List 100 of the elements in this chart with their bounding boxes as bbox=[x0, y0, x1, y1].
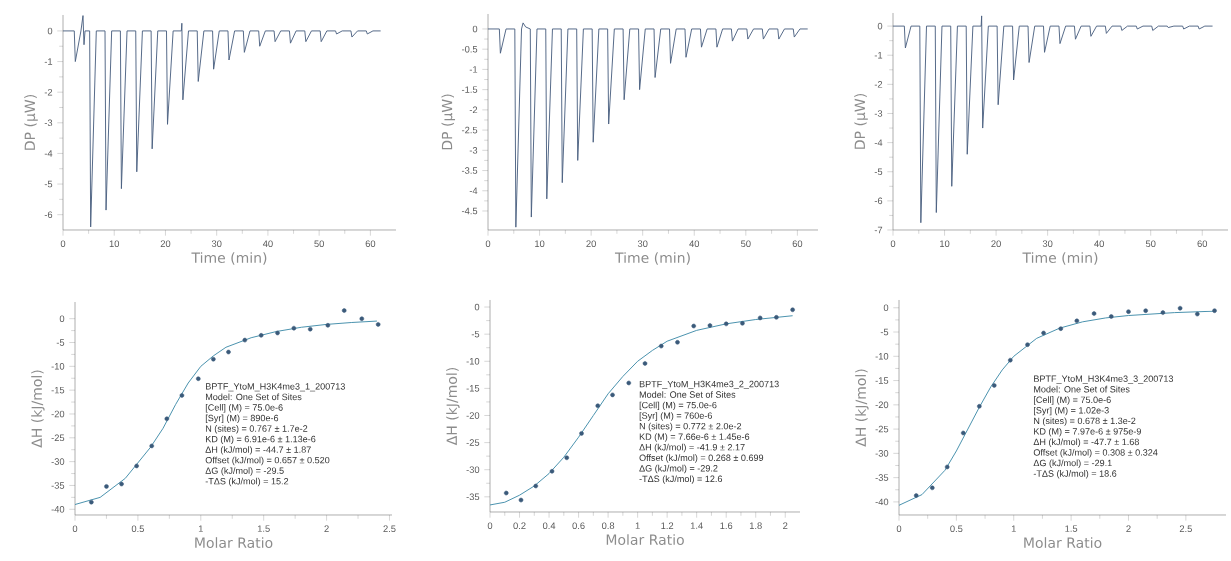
x-tick-label: 2.5 bbox=[1179, 525, 1192, 532]
x-tick-label: 50 bbox=[1145, 240, 1156, 247]
y-tick-label: -25 bbox=[466, 439, 480, 446]
y-tick-label: -2 bbox=[874, 81, 883, 88]
point bbox=[913, 493, 919, 498]
y-tick-label: -40 bbox=[51, 505, 65, 513]
x-tick-label: 20 bbox=[586, 240, 596, 247]
x-tick-label: 1.8 bbox=[749, 522, 762, 529]
x-tick-label: 0 bbox=[72, 525, 78, 532]
y-axis-title: DP (µW) bbox=[24, 95, 38, 150]
point bbox=[359, 316, 365, 321]
point bbox=[549, 469, 555, 474]
annotation: BPTF_YtoM_H3K4me3_3_200713 bbox=[1034, 375, 1174, 384]
point bbox=[977, 404, 982, 409]
y-tick-label: 0 bbox=[47, 27, 53, 35]
y-axis-title: DP (µW) bbox=[854, 94, 868, 149]
x-tick-label: 2 bbox=[1126, 525, 1131, 532]
y-tick-label: -35 bbox=[51, 482, 65, 489]
point bbox=[1109, 314, 1114, 319]
x-tick-label: 60 bbox=[1197, 240, 1208, 247]
point bbox=[119, 481, 124, 487]
point bbox=[211, 356, 216, 362]
x-tick-label: 1.2 bbox=[661, 522, 674, 529]
y-tick-label: -4 bbox=[469, 187, 478, 194]
y-tick-label: -3 bbox=[44, 119, 53, 127]
x-tick-label: 30 bbox=[637, 240, 648, 247]
y-tick-label: -2.5 bbox=[461, 126, 478, 134]
y-tick-label: -20 bbox=[466, 412, 480, 419]
x-axis-title: Time (min) bbox=[614, 252, 690, 265]
x-tick-label: 30 bbox=[1042, 240, 1053, 247]
x-tick-label: 1 bbox=[198, 525, 203, 532]
point bbox=[291, 325, 297, 331]
y-tick-label: -5 bbox=[56, 339, 65, 346]
point bbox=[226, 349, 231, 355]
point bbox=[1091, 311, 1097, 316]
x-tick-label: 10 bbox=[109, 240, 120, 247]
y-tick-label: -2 bbox=[469, 106, 478, 114]
y-tick-label: -30 bbox=[875, 450, 889, 457]
x-tick-label: 0 bbox=[487, 522, 493, 529]
x-tick-label: 40 bbox=[1094, 240, 1104, 247]
x-tick-label: 2 bbox=[324, 525, 329, 532]
x-tick-label: 1 bbox=[635, 522, 640, 529]
point bbox=[1126, 309, 1131, 314]
x-tick-label: 2 bbox=[783, 522, 788, 529]
point bbox=[1143, 308, 1148, 313]
x-tick-label: 0 bbox=[485, 240, 491, 247]
point bbox=[1177, 305, 1183, 311]
point bbox=[564, 455, 570, 461]
point bbox=[149, 443, 155, 449]
y-tick-label: -1.5 bbox=[461, 86, 478, 93]
y-tick-label: -35 bbox=[466, 493, 480, 501]
point bbox=[518, 497, 524, 503]
point bbox=[1058, 326, 1064, 331]
annotation: Model: One Set of Sites bbox=[1034, 385, 1130, 393]
x-tick-label: 1.5 bbox=[1065, 525, 1078, 532]
annotation: BPTF_YtoM_H3K4me3_2_200713 bbox=[639, 380, 779, 389]
line-series bbox=[490, 315, 794, 506]
point bbox=[610, 392, 615, 398]
y-tick-label: -15 bbox=[875, 377, 889, 384]
point bbox=[89, 499, 94, 505]
y-tick-label: -2 bbox=[44, 88, 53, 96]
point bbox=[1212, 308, 1217, 313]
annotation: [Cell] (M) = 75.0e-6 bbox=[1034, 396, 1111, 405]
x-tick-label: 60 bbox=[365, 240, 376, 247]
point bbox=[707, 323, 713, 328]
y-tick-label: -1 bbox=[44, 58, 53, 65]
annotation: N (sites) = 0.678 ± 1.3e-2 bbox=[1034, 417, 1136, 426]
y-tick-label: 0 bbox=[59, 315, 65, 322]
y-tick-label: -30 bbox=[466, 466, 480, 473]
point bbox=[790, 307, 795, 313]
point bbox=[991, 383, 997, 388]
point bbox=[503, 490, 509, 496]
y-tick-label: -6 bbox=[874, 197, 883, 205]
point bbox=[104, 484, 109, 489]
point bbox=[275, 330, 280, 336]
y-tick-label: 0 bbox=[474, 303, 480, 311]
point bbox=[307, 326, 313, 332]
annotation: Offset (kJ/mol) = 0.657 ± 0.520 bbox=[205, 456, 330, 466]
point bbox=[930, 485, 935, 491]
annotation: [Syr] (M) = 1.02e-3 bbox=[1034, 406, 1109, 416]
x-tick-label: 0.6 bbox=[572, 522, 585, 529]
y-tick-label: -40 bbox=[875, 498, 889, 506]
y-tick-label: -10 bbox=[466, 357, 480, 365]
x-tick-label: 40 bbox=[689, 240, 700, 247]
y-axis-title: ΔH (kJ/mol) bbox=[31, 370, 45, 448]
point bbox=[1008, 357, 1013, 363]
x-tick-label: 20 bbox=[160, 240, 171, 247]
x-axis-title: Molar Ratio bbox=[195, 537, 273, 548]
point bbox=[196, 376, 201, 381]
y-tick-label: -0.5 bbox=[461, 45, 478, 53]
annotation: Offset (kJ/mol) = 0.308 ± 0.324 bbox=[1033, 449, 1158, 458]
annotation: KD (M) = 7.66e-6 ± 1.45e-6 bbox=[639, 433, 750, 442]
y-tick-label: -10 bbox=[51, 363, 65, 370]
point bbox=[258, 333, 264, 338]
point bbox=[691, 323, 696, 329]
x-tick-label: 0.8 bbox=[601, 522, 615, 529]
annotation: ΔG (kJ/mol) = -29.2 bbox=[639, 464, 718, 474]
annotation: ΔH (kJ/mol) = -47.7 ± 1.68 bbox=[1033, 438, 1139, 447]
annotation: ΔG (kJ/mol) = -29.5 bbox=[205, 467, 284, 476]
x-tick-label: 10 bbox=[940, 240, 950, 247]
